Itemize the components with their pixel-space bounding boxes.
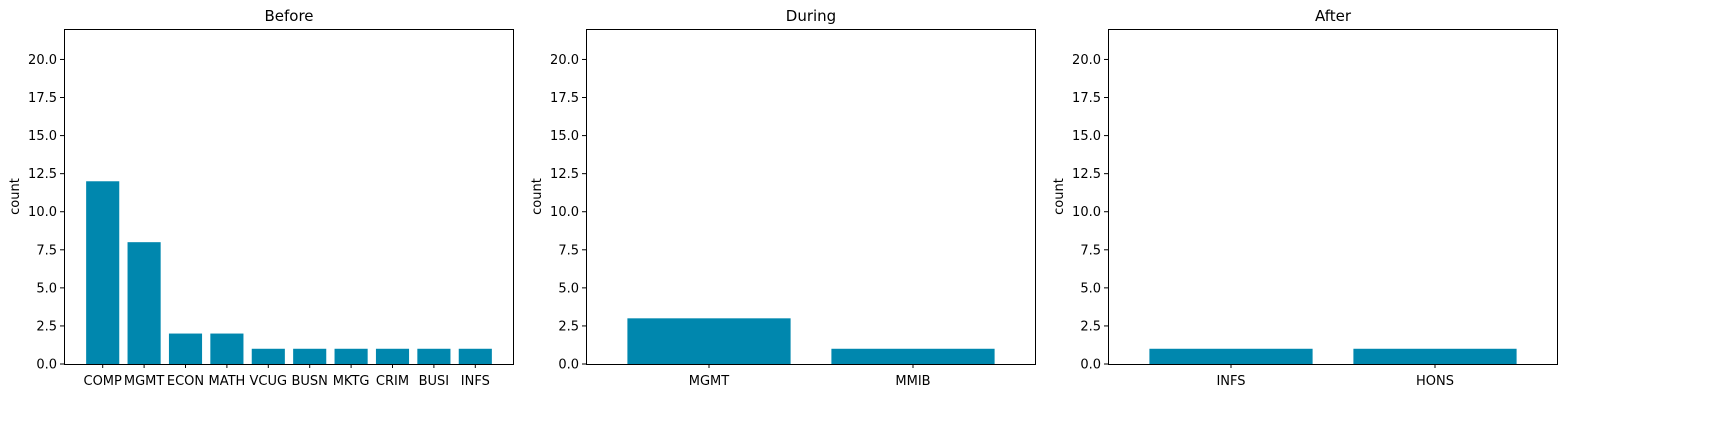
bar-busi: [417, 348, 451, 364]
y-tick-label: 2.5: [558, 319, 579, 334]
plot-frame: [64, 29, 514, 365]
x-tick-label: MMIB: [895, 374, 930, 389]
x-tick-label: MATH: [208, 374, 245, 389]
bar-mktg: [334, 348, 368, 364]
panel-title: After: [1315, 7, 1352, 25]
y-tick-label: 10.0: [1072, 205, 1101, 220]
x-tick-label: MKTG: [333, 374, 370, 389]
bar-mgmt: [127, 242, 161, 364]
y-tick-label: 12.5: [1072, 167, 1101, 182]
y-tick-label: 7.5: [558, 243, 579, 258]
y-tick-label: 17.5: [1072, 91, 1101, 106]
y-tick-label: 5.0: [1080, 281, 1101, 296]
bar-hons: [1353, 348, 1517, 364]
bar-math: [210, 333, 244, 364]
panel-title: Before: [264, 7, 313, 25]
bar-comp: [86, 181, 120, 364]
y-tick-label: 12.5: [550, 167, 579, 182]
x-tick-label: HONS: [1416, 374, 1454, 389]
x-tick-label: INFS: [461, 374, 490, 389]
y-tick-label: 0.0: [1080, 358, 1101, 373]
y-tick-label: 17.5: [28, 91, 57, 106]
bar-mmib: [831, 348, 995, 364]
chart-panel-during: During MGMT MMIB 0.0 2.5 5.0 7.5 10.0 12.5 15.0 17…: [530, 7, 1036, 389]
y-tick-label: 15.0: [28, 129, 57, 144]
chart-panel-after: After INFS HONS 0.0 2.5 5.0 7.5 10.0 12.5 15.0 17.…: [1052, 7, 1558, 389]
panel-title: During: [786, 7, 836, 25]
y-tick-label: 0.0: [36, 358, 57, 373]
x-tick-label: INFS: [1216, 374, 1245, 389]
chart-panel-before: Before COMP MGMT ECON MATH VCUG BUSN MKTG CRIM BU…: [8, 7, 514, 389]
x-tick-label: BUSN: [291, 374, 327, 389]
x-tick-label: MGMT: [124, 374, 165, 389]
y-tick-label: 12.5: [28, 167, 57, 182]
bar-vcug: [251, 348, 285, 364]
y-tick-label: 17.5: [550, 91, 579, 106]
y-axis-label: count: [530, 178, 545, 215]
y-tick-label: 5.0: [36, 281, 57, 296]
bar-mgmt: [627, 318, 791, 364]
y-tick-label: 2.5: [36, 319, 57, 334]
y-tick-label: 15.0: [550, 129, 579, 144]
bar-econ: [168, 333, 203, 364]
y-tick-label: 15.0: [1072, 129, 1101, 144]
y-tick-label: 0.0: [558, 358, 579, 373]
x-tick-label: BUSI: [419, 374, 450, 389]
x-tick-label: VCUG: [250, 374, 288, 389]
y-tick-label: 20.0: [28, 53, 57, 68]
x-tick-label: CRIM: [376, 374, 409, 389]
x-tick-label: COMP: [84, 374, 123, 389]
bar-infs: [458, 348, 492, 364]
y-tick-label: 7.5: [1080, 243, 1101, 258]
y-axis-label: count: [8, 178, 23, 215]
x-tick-label: MGMT: [689, 374, 730, 389]
y-tick-label: 5.0: [558, 281, 579, 296]
y-tick-label: 10.0: [28, 205, 57, 220]
y-tick-label: 10.0: [550, 205, 579, 220]
y-tick-label: 20.0: [550, 53, 579, 68]
plot-frame: [586, 29, 1036, 365]
bar-infs: [1149, 348, 1313, 364]
plot-frame: [1108, 29, 1558, 365]
bar-busn: [293, 348, 327, 364]
bar-crim: [375, 348, 410, 364]
x-tick-label: ECON: [167, 374, 204, 389]
y-axis-label: count: [1052, 178, 1067, 215]
y-tick-label: 20.0: [1072, 53, 1101, 68]
y-tick-label: 7.5: [36, 243, 57, 258]
y-tick-label: 2.5: [1080, 319, 1101, 334]
